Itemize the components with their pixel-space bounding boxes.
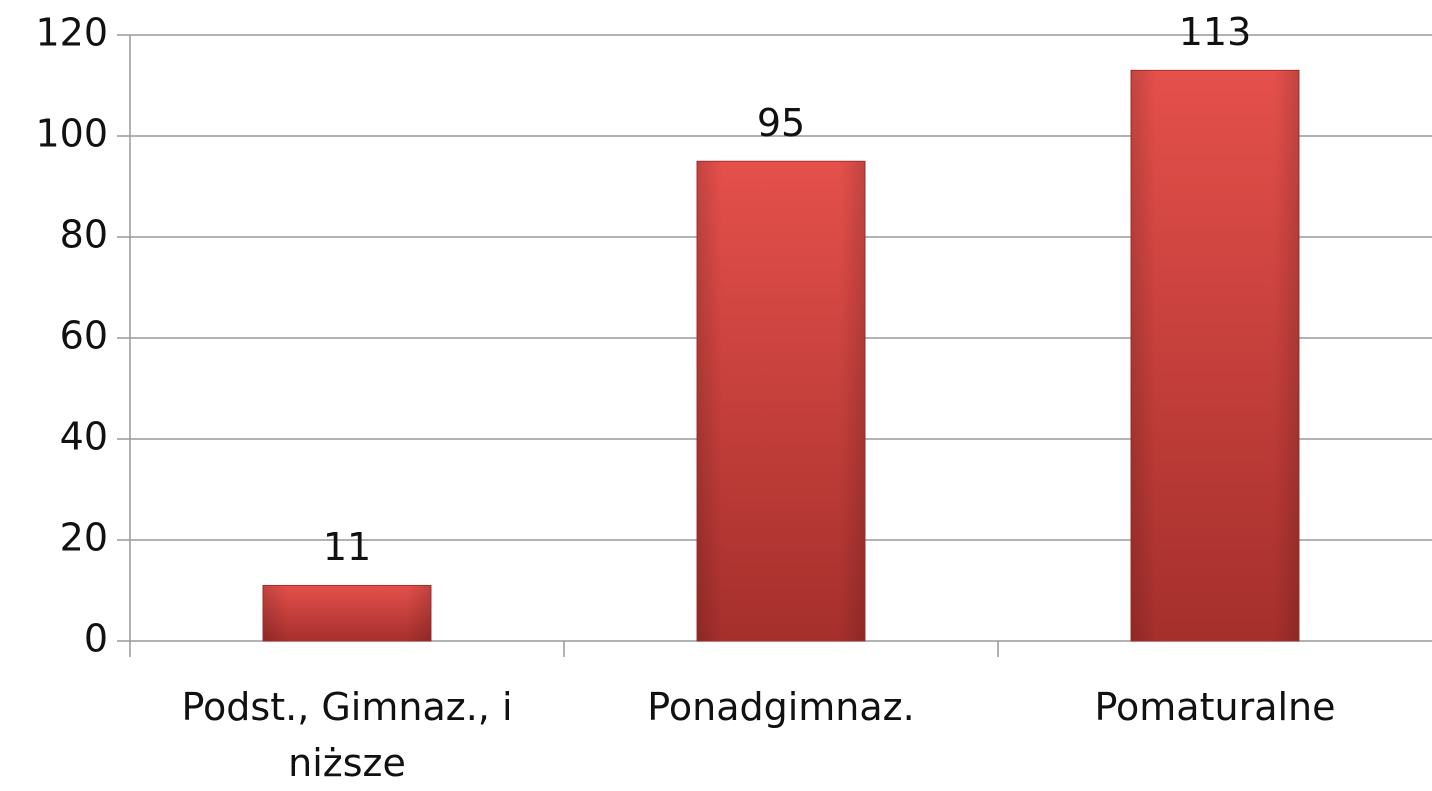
x-tick-label: Ponadgimnaz. [647,685,915,729]
y-tick-label: 0 [84,617,108,661]
y-tick-label: 20 [60,516,108,560]
data-label: 11 [323,525,371,569]
bar [696,160,866,642]
y-tick-label: 40 [60,415,108,459]
bar [1130,69,1300,642]
x-tick-label: Podst., Gimnaz., i niższe [181,685,513,785]
y-tick-label: 120 [35,11,108,55]
y-tick-label: 100 [35,112,108,156]
data-label: 95 [757,101,805,145]
y-tick-label: 80 [60,213,108,257]
y-tick-label: 60 [60,314,108,358]
x-tick-label: Pomaturalne [1094,685,1336,729]
data-label: 113 [1179,10,1252,54]
bar [262,584,432,642]
